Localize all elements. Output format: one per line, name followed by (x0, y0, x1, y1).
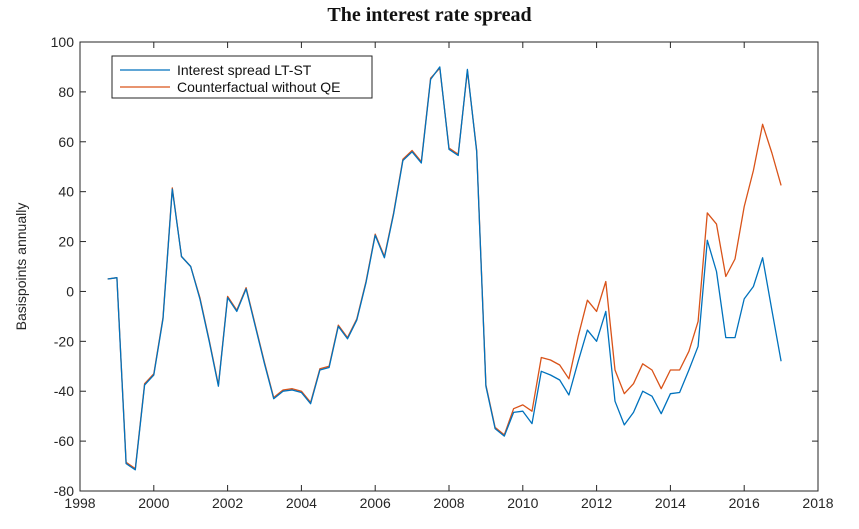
y-tick-label: -20 (54, 333, 74, 349)
y-tick-label: -80 (54, 483, 74, 499)
x-tick-label: 2006 (360, 495, 391, 511)
legend-label-interest-spread: Interest spread LT-ST (177, 62, 312, 78)
x-tick-label: 2008 (433, 495, 464, 511)
x-tick-label: 1998 (64, 495, 95, 511)
chart-title: The interest rate spread (327, 4, 532, 26)
x-tick-label: 2000 (138, 495, 169, 511)
axis-ticks-layer: 1998 2000 2002 2004 2006 2008 2010 2012 2014 2016… (51, 34, 834, 511)
y-tick-label: 80 (58, 84, 74, 100)
y-tick-label: 60 (58, 134, 74, 150)
x-tick-label: 2004 (286, 495, 317, 511)
y-tick-label: 100 (51, 34, 75, 50)
x-tick-label: 2014 (655, 495, 686, 511)
x-tick-label: 2016 (729, 495, 760, 511)
y-tick-label: 20 (58, 234, 74, 250)
x-tick-label: 2002 (212, 495, 243, 511)
y-tick-label: 0 (66, 283, 74, 299)
y-tick-label: -40 (54, 383, 74, 399)
series-line-interest-spread (107, 66, 782, 471)
series-line-counterfactual (107, 67, 782, 470)
y-tick-label: 40 (58, 184, 74, 200)
legend: Interest spread LT-ST Counterfactual wit… (111, 55, 373, 99)
legend-label-counterfactual: Counterfactual without QE (177, 79, 340, 95)
x-tick-label: 2018 (802, 495, 833, 511)
y-tick-label: -60 (54, 433, 74, 449)
y-axis-label: Basispoints annually (13, 203, 29, 331)
series-layer (107, 66, 782, 471)
x-tick-label: 2010 (507, 495, 538, 511)
plot-frame (79, 41, 819, 492)
legend-box (111, 55, 373, 99)
x-tick-label: 2012 (581, 495, 612, 511)
